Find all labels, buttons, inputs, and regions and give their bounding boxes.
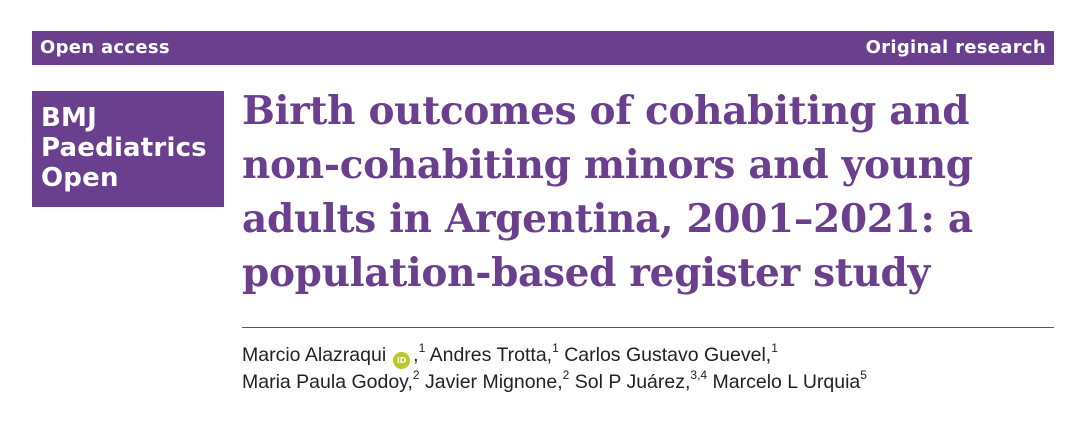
author-name: Javier Mignone: [425, 371, 558, 393]
author-name: Andres Trotta: [429, 344, 547, 366]
author-name: Marcelo L Urquia: [712, 371, 861, 393]
journal-logo-line: Open: [41, 163, 119, 193]
open-access-label: Open access: [40, 37, 170, 58]
journal-logo: BMJ Paediatrics Open: [32, 91, 224, 207]
author-name: Maria Paula Godoy: [242, 371, 408, 393]
author-name: Sol P Juárez: [574, 371, 685, 393]
journal-logo-line: Paediatrics: [41, 133, 207, 163]
author-affiliation: 1: [552, 340, 559, 355]
title-divider: [242, 327, 1054, 328]
journal-logo-line: BMJ: [41, 103, 97, 133]
article-type-bar: Open access Original research: [32, 31, 1054, 65]
author-affiliation: 2: [412, 367, 420, 382]
author-affiliation: 3,4: [690, 367, 708, 382]
author-name: Carlos Gustavo Guevel: [564, 344, 766, 366]
author-list: Marcio Alazraqui iD ,1 Andres Trotta,1 Car…: [242, 342, 1054, 395]
article-title: Birth outcomes of cohabiting and non-coh…: [242, 88, 973, 296]
author-line: Marcio Alazraqui iD ,1 Andres Trotta,1 Car…: [242, 342, 1054, 369]
author-name: Marcio Alazraqui: [242, 344, 387, 366]
author-line: Maria Paula Godoy,2 Javier Mignone,2 Sol…: [242, 367, 867, 394]
article-type-label: Original research: [865, 37, 1046, 58]
author-affiliation: 1: [771, 340, 778, 355]
author-affiliation: 1: [418, 340, 426, 355]
orcid-icon[interactable]: iD: [393, 352, 411, 369]
author-affiliation: 5: [860, 367, 867, 382]
author-affiliation: 2: [562, 367, 570, 382]
